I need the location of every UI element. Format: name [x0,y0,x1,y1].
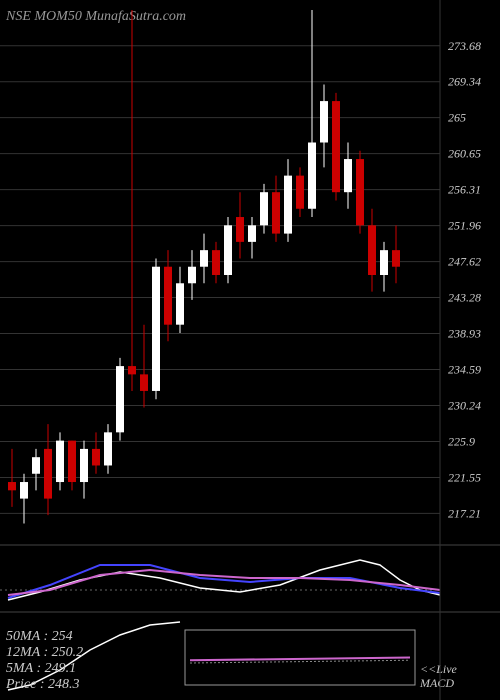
candle [320,101,328,142]
candle [92,449,100,466]
y-axis-label: 256.31 [448,183,481,197]
live-label: <<Live [420,662,458,676]
y-axis-label: 251.96 [448,219,481,233]
candle [356,159,364,225]
candle [260,192,268,225]
candlestick-chart: 273.68 269.34 265 260.65 256.31 251.96 247.62 2… [0,0,500,700]
y-axis-label: 260.65 [448,147,481,161]
info-line: 5MA : 249.1 [6,661,76,676]
candle [284,176,292,234]
y-axis-label: 221.55 [448,470,481,484]
candle [332,101,340,192]
candle [8,482,16,490]
candle [236,217,244,242]
info-line: Price : 248.3 [5,677,79,692]
candle [296,176,304,209]
candle [68,441,76,482]
info-line: 50MA : 254 [6,629,73,644]
candle [248,225,256,242]
candle [152,267,160,391]
candle [392,250,400,267]
y-axis-label: 225.9 [448,434,475,448]
candle [272,192,280,233]
y-axis-label: 234.59 [448,362,481,376]
candle [116,366,124,432]
candle [128,366,136,374]
candle [20,482,28,499]
candle [188,267,196,284]
info-line: 12MA : 250.2 [6,645,83,660]
candle [140,374,148,391]
candle [164,267,172,325]
candle [56,441,64,482]
candle [32,457,40,474]
candle [44,449,52,499]
candle [380,250,388,275]
candle [308,143,316,209]
y-axis-label: 247.62 [448,255,481,269]
candle [80,449,88,482]
candle [344,159,352,192]
y-axis-label: 243.28 [448,291,481,305]
macd-label: MACD [419,676,454,690]
y-axis-label: 265 [448,111,466,125]
chart-title: NSE MOM50 MunafaSutra.com [5,9,186,24]
y-axis-label: 269.34 [448,75,481,89]
y-axis-label: 217.21 [448,506,481,520]
candle [368,225,376,275]
candle [212,250,220,275]
candle [104,432,112,465]
candle [224,225,232,275]
y-axis-label: 238.93 [448,327,481,341]
y-axis-label: 230.24 [448,399,481,413]
candle [200,250,208,267]
y-axis-label: 273.68 [448,39,481,53]
candle [176,283,184,324]
chart-svg: 273.68 269.34 265 260.65 256.31 251.96 247.62 2… [0,0,500,700]
